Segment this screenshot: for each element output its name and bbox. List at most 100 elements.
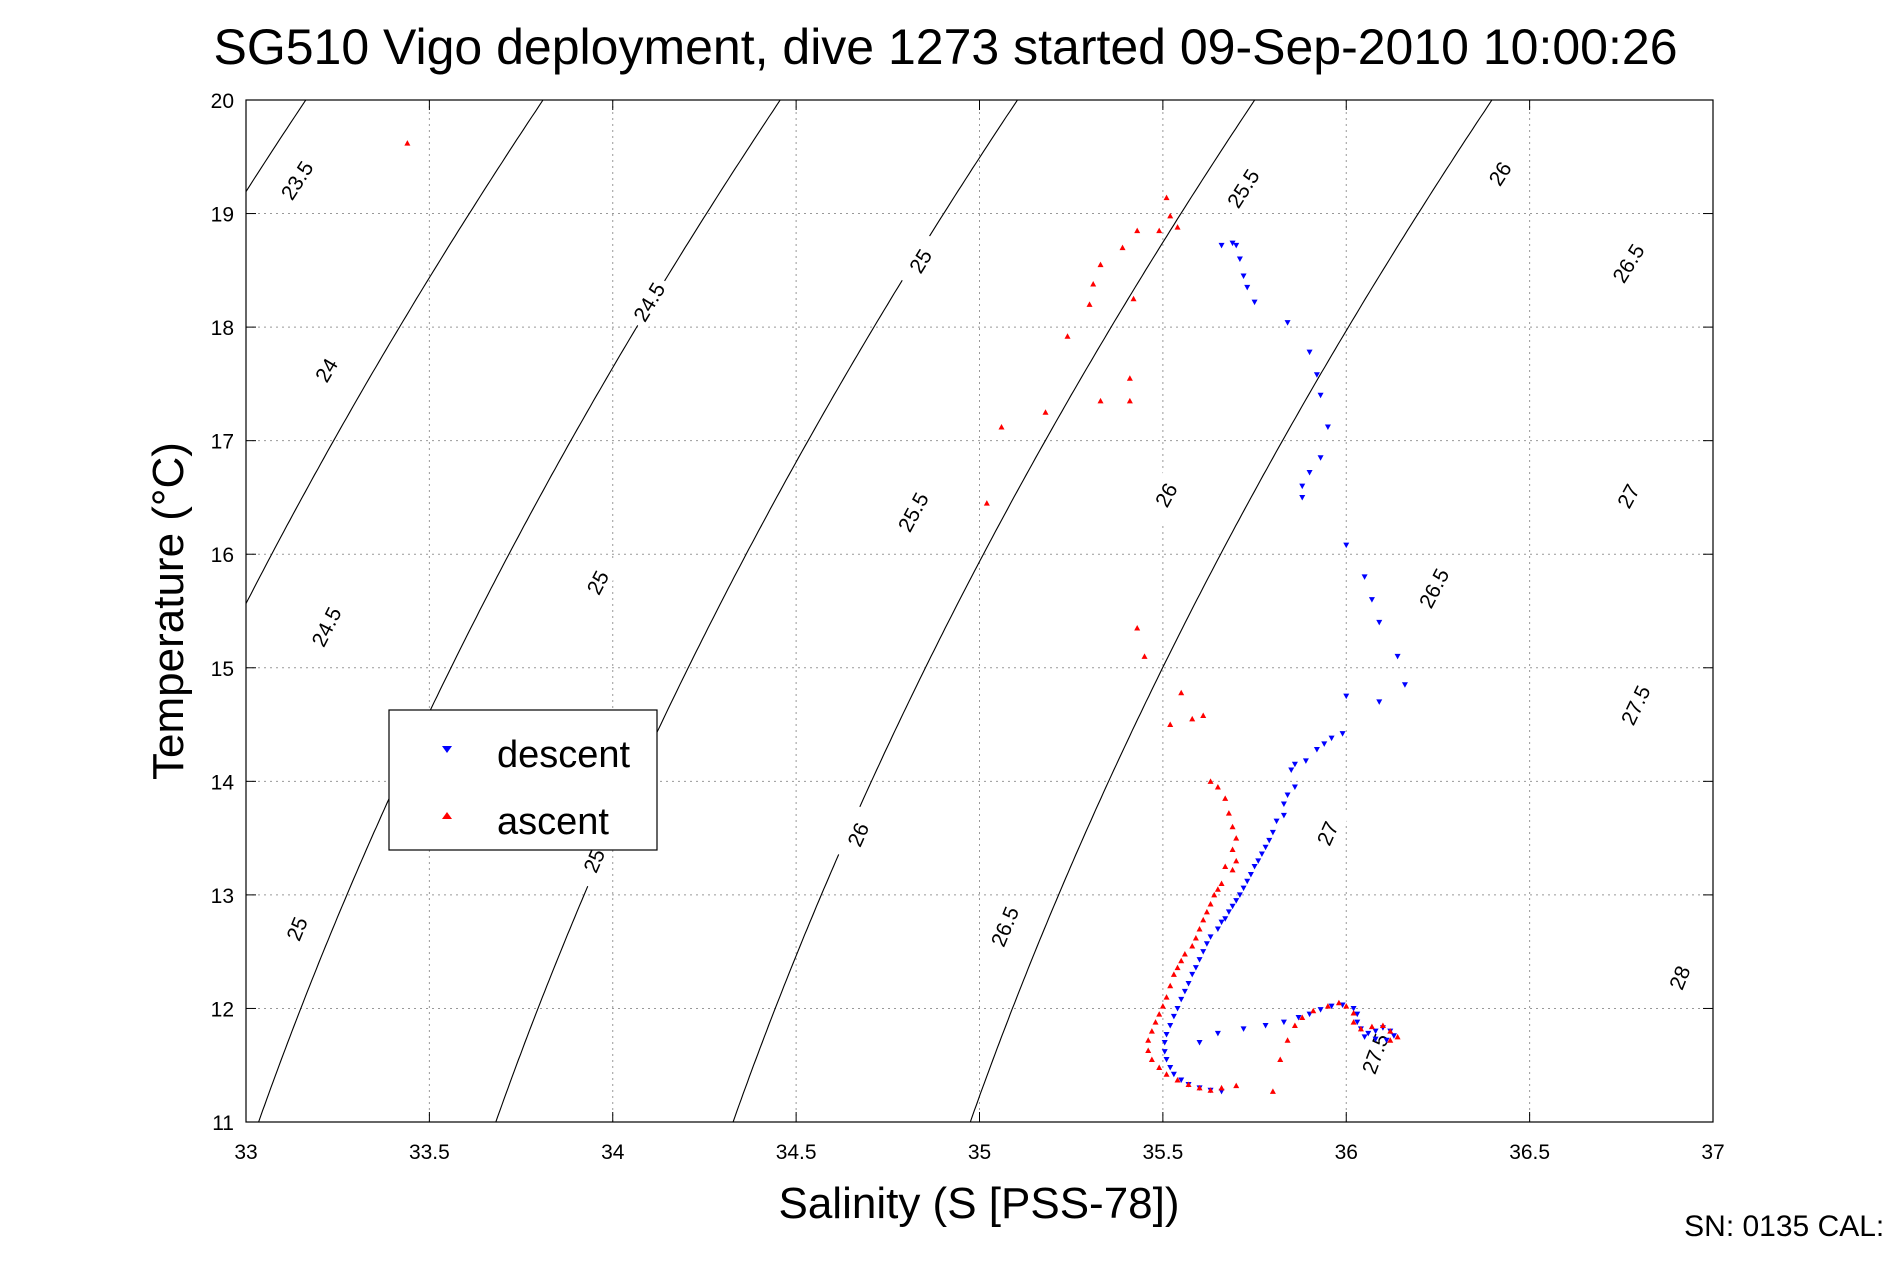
axis-ticks: 33 33.5 34 34.5 35 35.5 36 36.5 37 11 12 13 14 15 16 17… bbox=[211, 90, 1725, 1164]
data-point-descent bbox=[1401, 682, 1408, 688]
data-point-ascent bbox=[1178, 689, 1185, 696]
data-point-ascent bbox=[1379, 1022, 1386, 1028]
grid bbox=[246, 100, 1713, 1122]
data-point-descent bbox=[1174, 1005, 1181, 1012]
data-point-ascent bbox=[1178, 957, 1185, 964]
data-point-ascent bbox=[1277, 1056, 1284, 1063]
series-ascent bbox=[404, 140, 1401, 1094]
data-point-descent bbox=[1394, 653, 1401, 660]
data-point-descent bbox=[1161, 1040, 1168, 1046]
data-point-ascent bbox=[1042, 409, 1049, 415]
y-tick-label: 17 bbox=[211, 431, 234, 454]
y-tick-label: 13 bbox=[211, 885, 234, 908]
data-point-ascent bbox=[1097, 261, 1104, 268]
data-point-descent bbox=[1306, 349, 1313, 356]
data-point-descent bbox=[1225, 909, 1232, 915]
data-point-ascent bbox=[1229, 866, 1236, 873]
data-point-descent bbox=[1192, 965, 1199, 971]
data-point-ascent bbox=[1284, 1037, 1291, 1043]
data-point-ascent bbox=[1086, 301, 1093, 307]
contour-label-bg bbox=[302, 597, 350, 656]
data-point-ascent bbox=[1090, 280, 1097, 287]
data-point-ascent bbox=[1174, 224, 1181, 230]
data-point-descent bbox=[1244, 878, 1251, 885]
contour-label-bg bbox=[271, 151, 322, 209]
data-point-ascent bbox=[1192, 935, 1199, 941]
data-point-descent bbox=[1167, 1022, 1174, 1029]
data-point-ascent bbox=[1167, 212, 1174, 219]
density-contour-line bbox=[258, 100, 781, 1122]
data-point-ascent bbox=[1130, 295, 1137, 302]
contour-label-bg bbox=[274, 899, 319, 958]
y-tick-label: 14 bbox=[211, 771, 235, 794]
data-point-ascent bbox=[1368, 1023, 1375, 1030]
data-point-ascent bbox=[1174, 1076, 1181, 1083]
data-point-descent bbox=[1196, 957, 1203, 963]
data-point-descent bbox=[1185, 980, 1192, 987]
data-point-descent bbox=[1313, 747, 1320, 753]
data-point-ascent bbox=[1152, 1019, 1159, 1025]
data-point-ascent bbox=[1207, 778, 1214, 784]
data-point-descent bbox=[1306, 469, 1313, 476]
data-point-descent bbox=[1317, 1007, 1324, 1013]
contour-label-bg bbox=[1474, 144, 1525, 203]
data-point-descent bbox=[1262, 1022, 1269, 1029]
data-point-ascent bbox=[1148, 1028, 1155, 1034]
data-point-descent bbox=[1240, 1026, 1247, 1032]
data-point-ascent bbox=[1097, 397, 1104, 404]
data-point-ascent bbox=[1174, 964, 1181, 971]
data-point-descent bbox=[1354, 1011, 1361, 1018]
contour-label-bg bbox=[623, 272, 674, 331]
y-tick-label: 19 bbox=[211, 204, 234, 227]
data-point-ascent bbox=[1394, 1033, 1401, 1040]
data-point-descent bbox=[1233, 242, 1240, 249]
data-point-ascent bbox=[1233, 835, 1240, 841]
data-point-descent bbox=[1376, 699, 1383, 705]
series-descent bbox=[1161, 240, 1408, 1095]
y-tick-label: 15 bbox=[211, 658, 234, 681]
y-tick-label: 18 bbox=[211, 317, 234, 340]
data-point-descent bbox=[1167, 1064, 1174, 1071]
contour-label-bg bbox=[1603, 466, 1652, 525]
data-point-descent bbox=[1170, 1071, 1177, 1078]
data-point-ascent bbox=[1211, 891, 1218, 898]
data-point-descent bbox=[1361, 1034, 1368, 1040]
data-point-descent bbox=[1291, 761, 1298, 768]
data-point-descent bbox=[1328, 1003, 1335, 1010]
x-axis-label: Salinity (S [PSS-78]) bbox=[778, 1179, 1179, 1228]
data-point-ascent bbox=[1163, 1071, 1170, 1077]
data-point-ascent bbox=[1299, 1014, 1306, 1021]
data-point-ascent bbox=[1233, 1082, 1240, 1089]
contour-label-bg bbox=[1657, 948, 1701, 1007]
contour-label-bg bbox=[301, 340, 351, 399]
data-point-ascent bbox=[1141, 653, 1148, 659]
data-point-descent bbox=[1178, 996, 1185, 1003]
data-point-descent bbox=[1328, 735, 1335, 742]
data-point-descent bbox=[1170, 1013, 1177, 1020]
data-point-descent bbox=[1317, 455, 1324, 461]
data-point-descent bbox=[1229, 903, 1236, 910]
data-point-descent bbox=[1321, 741, 1328, 747]
data-point-ascent bbox=[1233, 857, 1240, 864]
data-point-ascent bbox=[1207, 900, 1214, 907]
x-tick-label: 34 bbox=[601, 1141, 625, 1164]
data-point-descent bbox=[1236, 256, 1243, 262]
legend-marker-ascent bbox=[442, 812, 452, 819]
data-point-ascent bbox=[1207, 1087, 1214, 1093]
data-point-descent bbox=[1236, 892, 1243, 898]
data-point-descent bbox=[1240, 885, 1247, 892]
y-tick-label: 12 bbox=[211, 998, 234, 1021]
contour-label-bg bbox=[1304, 804, 1350, 863]
data-point-ascent bbox=[1229, 846, 1236, 852]
data-point-descent bbox=[1262, 844, 1269, 851]
data-point-descent bbox=[1295, 1015, 1302, 1021]
data-point-descent bbox=[1251, 864, 1258, 870]
data-point-ascent bbox=[1335, 999, 1342, 1006]
x-tick-label: 37 bbox=[1701, 1141, 1724, 1164]
density-contour-line bbox=[732, 100, 1256, 1122]
data-point-descent bbox=[1280, 1019, 1287, 1026]
data-point-ascent bbox=[1203, 908, 1210, 915]
data-point-ascent bbox=[1145, 1047, 1152, 1053]
x-tick-label: 33 bbox=[234, 1141, 257, 1164]
contour-label-bg bbox=[573, 553, 621, 612]
